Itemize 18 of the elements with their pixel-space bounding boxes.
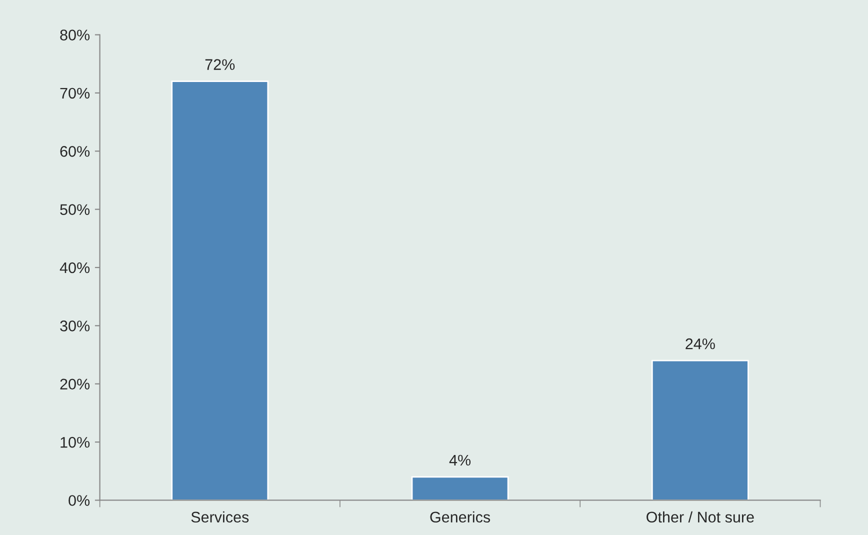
y-tick-label: 70% [60,88,90,99]
y-tick-label: 80% [60,30,90,40]
x-tick-label: Generics [430,511,490,523]
y-tick-label: 40% [60,262,90,274]
y-tick-label: 60% [60,146,90,157]
y-tick-label: 10% [60,436,90,448]
y-tick-label: 50% [60,204,90,216]
data-label: 72% [205,59,235,70]
x-tick-label: Services [191,511,249,523]
bar [171,80,269,500]
data-label: 4% [449,454,471,466]
x-tick-label: Other / Not sure [646,511,754,523]
bar [411,476,509,500]
y-tick-label: 20% [60,378,90,390]
data-label: 24% [686,338,715,350]
y-tick-label: 30% [60,320,90,332]
bar [651,360,749,500]
y-tick-label: 0% [68,495,90,506]
